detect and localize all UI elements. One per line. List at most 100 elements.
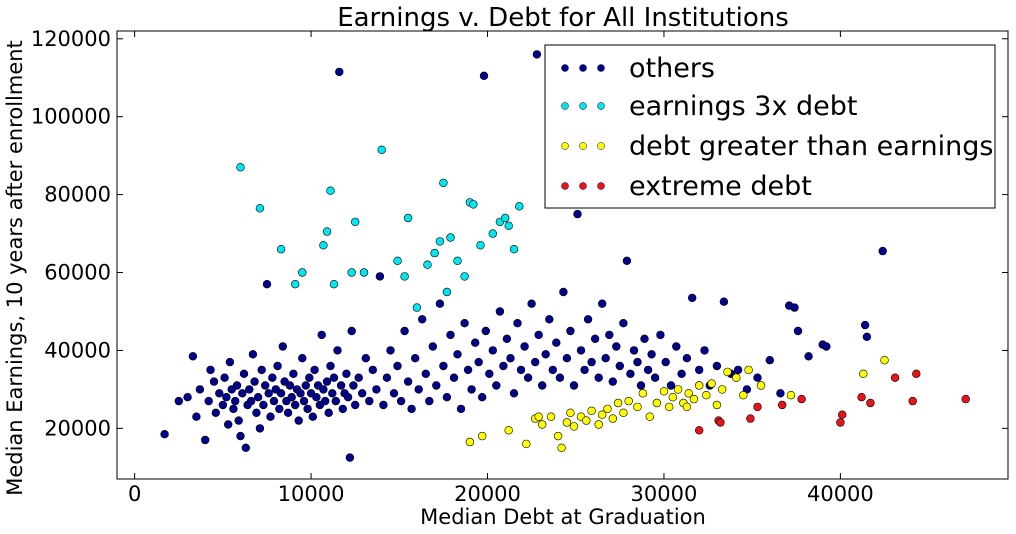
data-point [776, 389, 785, 398]
data-point [580, 365, 589, 375]
data-point [234, 416, 243, 425]
data-point [522, 439, 531, 449]
data-point [594, 420, 603, 429]
data-point [463, 365, 473, 375]
plot-frame [116, 30, 1009, 480]
data-point [733, 365, 743, 375]
data-point [619, 319, 628, 328]
data-point [566, 408, 575, 417]
data-point [488, 346, 497, 355]
legend-items: others earnings 3x debt debt greater than … [561, 53, 993, 202]
data-point [626, 369, 635, 378]
data-point [476, 241, 485, 250]
x-tick-label: 40000 [807, 482, 874, 506]
data-point [319, 385, 328, 394]
data-point [513, 319, 522, 328]
data-point [412, 303, 422, 312]
data-point [555, 373, 565, 382]
data-point [569, 381, 579, 390]
data-point [255, 204, 265, 213]
data-point [287, 393, 296, 402]
data-point [790, 303, 799, 312]
data-point [245, 385, 254, 394]
legend-marker [597, 182, 605, 190]
legend-label: earnings 3x debt [629, 91, 858, 122]
data-point [478, 393, 487, 402]
data-point [351, 400, 360, 410]
data-point [495, 307, 505, 316]
data-point [224, 420, 233, 429]
data-point [312, 393, 321, 402]
data-point [298, 268, 307, 277]
data-point [296, 389, 305, 398]
data-point [700, 346, 709, 355]
data-point [231, 396, 240, 406]
legend-item: others [561, 53, 715, 84]
data-point [527, 299, 536, 308]
x-tick-label: 10000 [278, 482, 345, 506]
data-point [333, 346, 342, 355]
data-point [601, 354, 610, 363]
series-0 [160, 50, 887, 462]
data-point [324, 408, 333, 417]
data-point [478, 431, 487, 441]
data-point [961, 394, 970, 404]
data-point [209, 377, 219, 386]
data-point [294, 416, 303, 425]
y-axis-title: Median Earnings, 10 years after enrollme… [3, 40, 27, 496]
data-point [261, 381, 270, 390]
data-point [661, 357, 670, 367]
data-point [546, 412, 556, 421]
data-point [442, 393, 452, 402]
data-point [329, 373, 339, 382]
data-point [269, 396, 279, 406]
data-point [573, 209, 582, 219]
legend-marker [579, 64, 587, 72]
data-point [624, 396, 633, 406]
data-point [880, 356, 889, 365]
data-point [342, 369, 351, 378]
data-point [354, 373, 363, 382]
data-point [668, 393, 677, 402]
data-point [347, 268, 356, 277]
data-point [488, 229, 497, 238]
data-point [195, 385, 205, 394]
data-point [255, 424, 265, 433]
data-point [411, 354, 420, 363]
data-point [435, 299, 445, 308]
data-point [305, 373, 314, 382]
data-point [753, 402, 762, 412]
data-point [262, 280, 272, 289]
data-point [403, 377, 413, 386]
data-point [732, 373, 741, 382]
data-point [837, 410, 847, 419]
data-point [515, 202, 524, 211]
data-point [793, 326, 803, 336]
data-point [504, 426, 513, 435]
data-point [291, 280, 300, 289]
data-point [400, 326, 409, 336]
data-point [442, 287, 452, 297]
legend-item: earnings 3x debt [561, 91, 858, 122]
data-point [645, 412, 654, 421]
data-point [266, 412, 275, 421]
data-point [608, 414, 617, 423]
data-point [428, 342, 437, 351]
data-point [859, 369, 868, 378]
data-point [283, 408, 293, 417]
data-point [566, 326, 575, 336]
data-point [890, 373, 900, 382]
data-point [368, 365, 377, 375]
data-point [252, 408, 261, 417]
data-point [622, 256, 632, 265]
data-point [689, 394, 699, 404]
data-point [347, 326, 356, 336]
data-point [502, 334, 512, 343]
data-point [273, 361, 282, 371]
data-point [530, 357, 540, 367]
data-point [206, 365, 215, 375]
legend-marker [579, 102, 587, 110]
data-point [562, 418, 572, 427]
legend-marker [579, 182, 587, 190]
legend-marker [597, 102, 605, 110]
